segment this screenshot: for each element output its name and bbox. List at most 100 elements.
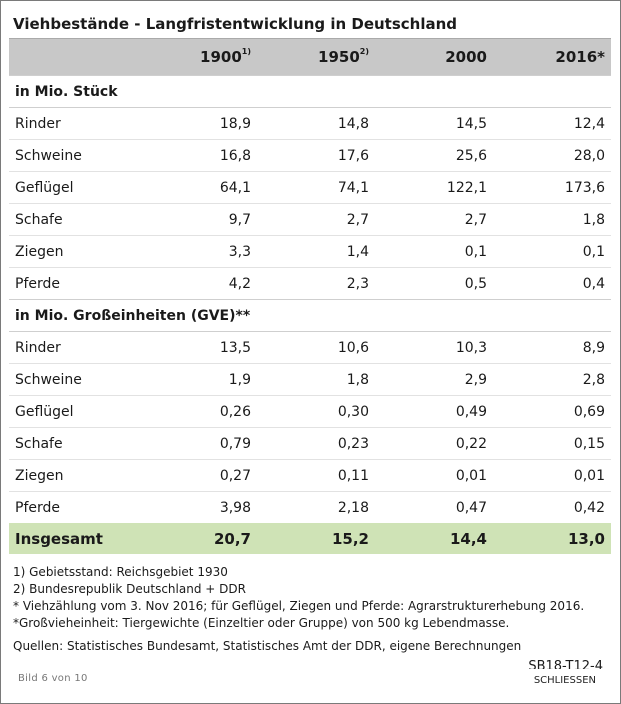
row-value: 0,49 [375, 395, 493, 428]
table-row: Rinder 18,9 14,8 14,5 12,4 [9, 107, 611, 140]
row-value: 122,1 [375, 171, 493, 204]
table-row: Geflügel 64,1 74,1 122,1 173,6 [9, 171, 611, 204]
row-value: 2,8 [493, 363, 611, 396]
row-value: 0,22 [375, 427, 493, 460]
row-value: 0,47 [375, 491, 493, 523]
row-value: 4,2 [139, 267, 257, 300]
header-footnote-marker: 1) [241, 47, 251, 56]
table-row: Schweine 16,8 17,6 25,6 28,0 [9, 139, 611, 172]
footnotes: 1) Gebietsstand: Reichsgebiet 1930 2) Bu… [9, 564, 611, 655]
row-value: 173,6 [493, 171, 611, 204]
row-value: 0,26 [139, 395, 257, 428]
total-value: 14,4 [375, 523, 493, 554]
row-value: 2,9 [375, 363, 493, 396]
row-value: 0,79 [139, 427, 257, 460]
row-value: 0,30 [257, 395, 375, 428]
row-value: 2,7 [257, 203, 375, 236]
row-value: 0,69 [493, 395, 611, 428]
header-year-label: 1950 [318, 48, 360, 66]
row-value: 0,15 [493, 427, 611, 460]
row-value: 0,42 [493, 491, 611, 523]
row-value: 14,5 [375, 107, 493, 140]
total-value: 20,7 [139, 523, 257, 554]
header-year-label: 1900 [200, 48, 242, 66]
row-value: 14,8 [257, 107, 375, 140]
row-value: 10,3 [375, 331, 493, 364]
row-value: 2,7 [375, 203, 493, 236]
figure-content: Viehbestände - Langfristentwicklung in D… [9, 9, 611, 674]
row-value: 74,1 [257, 171, 375, 204]
row-value: 0,1 [375, 235, 493, 268]
row-value: 2,18 [257, 491, 375, 523]
row-label: Geflügel [9, 395, 139, 428]
row-label: Pferde [9, 491, 139, 523]
row-value: 1,9 [139, 363, 257, 396]
table-row: Pferde 3,98 2,18 0,47 0,42 [9, 491, 611, 523]
row-value: 1,8 [257, 363, 375, 396]
total-label: Insgesamt [9, 523, 139, 554]
table-row: Ziegen 0,27 0,11 0,01 0,01 [9, 459, 611, 492]
header-year-1900: 19001) [139, 39, 257, 76]
row-label: Schweine [9, 139, 139, 172]
footnote: * Viehzählung vom 3. Nov 2016; für Geflü… [13, 599, 585, 613]
row-label: Ziegen [9, 459, 139, 492]
total-value: 15,2 [257, 523, 375, 554]
row-value: 0,01 [493, 459, 611, 492]
table-body: 19001) 19502) 2000 2016* in Mio. Stück Ri… [9, 39, 611, 554]
row-label: Schweine [9, 363, 139, 396]
row-value: 1,8 [493, 203, 611, 236]
row-value: 9,7 [139, 203, 257, 236]
row-label: Ziegen [9, 235, 139, 268]
row-label: Geflügel [9, 171, 139, 204]
row-label: Rinder [9, 331, 139, 364]
row-value: 0,11 [257, 459, 375, 492]
header-year-2016: 2016* [493, 39, 611, 76]
row-value: 0,27 [139, 459, 257, 492]
row-label: Rinder [9, 107, 139, 140]
row-value: 25,6 [375, 139, 493, 172]
close-button[interactable]: SCHLIESSEN [533, 675, 596, 686]
row-label: Pferde [9, 267, 139, 300]
header-footnote-marker: 2) [359, 47, 369, 56]
row-value: 17,6 [257, 139, 375, 172]
row-value: 13,5 [139, 331, 257, 364]
header-empty-cell [9, 39, 139, 76]
total-row: Insgesamt 20,7 15,2 14,4 13,0 [9, 523, 611, 554]
header-year-2000: 2000 [375, 39, 493, 76]
row-value: 0,5 [375, 267, 493, 300]
livestock-table: 19001) 19502) 2000 2016* in Mio. Stück Ri… [9, 39, 611, 554]
table-title: Viehbestände - Langfristentwicklung in D… [9, 9, 611, 39]
row-value: 0,01 [375, 459, 493, 492]
section-heading: in Mio. Stück [9, 75, 611, 108]
row-value: 12,4 [493, 107, 611, 140]
footnote: 1) Gebietsstand: Reichsgebiet 1930 [13, 565, 228, 579]
footnote: *Großvieheinheit: Tiergewichte (Einzelti… [13, 616, 510, 630]
row-value: 3,3 [139, 235, 257, 268]
row-label: Schafe [9, 203, 139, 236]
table-row: Rinder 13,5 10,6 10,3 8,9 [9, 331, 611, 364]
table-header-row: 19001) 19502) 2000 2016* [9, 39, 611, 76]
row-value: 18,9 [139, 107, 257, 140]
row-value: 1,4 [257, 235, 375, 268]
table-row: Schafe 9,7 2,7 2,7 1,8 [9, 203, 611, 236]
row-value: 2,3 [257, 267, 375, 300]
header-year-1950: 19502) [257, 39, 375, 76]
header-year-label: 2016* [555, 48, 605, 66]
table-row: Pferde 4,2 2,3 0,5 0,4 [9, 267, 611, 300]
row-value: 0,4 [493, 267, 611, 300]
row-value: 3,98 [139, 491, 257, 523]
table-row: Geflügel 0,26 0,30 0,49 0,69 [9, 395, 611, 428]
table-row: Schweine 1,9 1,8 2,9 2,8 [9, 363, 611, 396]
image-counter: Bild 6 von 10 [18, 673, 88, 684]
total-value: 13,0 [493, 523, 611, 554]
table-row: Schafe 0,79 0,23 0,22 0,15 [9, 427, 611, 460]
row-value: 16,8 [139, 139, 257, 172]
row-value: 0,1 [493, 235, 611, 268]
viewer-footer: Bild 6 von 10 SCHLIESSEN [1, 669, 620, 703]
sources-line: Quellen: Statistisches Bundesamt, Statis… [13, 639, 522, 653]
table-row: Ziegen 3,3 1,4 0,1 0,1 [9, 235, 611, 268]
row-value: 8,9 [493, 331, 611, 364]
row-value: 10,6 [257, 331, 375, 364]
row-value: 0,23 [257, 427, 375, 460]
